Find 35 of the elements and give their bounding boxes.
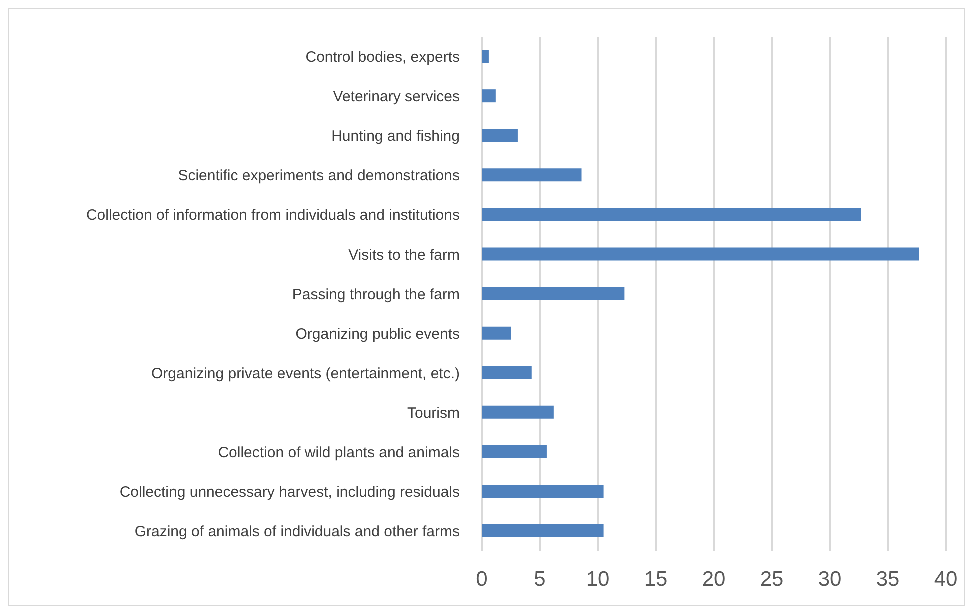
y-tick-label: Control bodies, experts	[306, 49, 460, 66]
bar	[482, 129, 518, 142]
x-tick-label: 15	[644, 568, 668, 591]
x-tick-label: 20	[702, 568, 726, 591]
y-tick-label: Visits to the farm	[348, 246, 460, 264]
y-tick-label: Collection of information from individuals and institutions	[86, 207, 460, 224]
x-tick-label: 10	[586, 568, 610, 591]
bar	[482, 168, 582, 182]
bar	[482, 208, 862, 222]
y-tick-label: Hunting and fishing	[332, 128, 460, 146]
bar	[482, 366, 532, 380]
y-tick-label: Organizing public events	[296, 326, 460, 343]
y-tick-label: Grazing of animals of individuals and other farms	[134, 524, 460, 541]
x-tick-label: 40	[934, 568, 958, 591]
y-tick-label: Scientific experiments and demonstrations	[178, 168, 460, 185]
bar	[482, 524, 604, 538]
x-tick-label: 35	[876, 568, 900, 591]
bar	[482, 326, 511, 340]
bar	[482, 248, 920, 261]
y-tick-label: Passing through the farm	[292, 286, 460, 304]
y-tick-label: Organizing private events (entertainment, etc.)	[152, 365, 460, 382]
x-tick-label: 25	[760, 568, 784, 591]
bar	[482, 406, 554, 419]
bar	[482, 445, 547, 458]
x-tick-label: 5	[534, 568, 546, 591]
bar	[482, 287, 625, 300]
y-tick-label: Collecting unnecessary harvest, including residuals	[120, 484, 460, 502]
y-tick-label: Collection of wild plants and animals	[218, 444, 460, 462]
x-tick-label: 0	[476, 568, 488, 591]
y-tick-label: Veterinary services	[333, 88, 460, 106]
y-tick-label: Tourism	[407, 404, 460, 422]
bar	[482, 50, 489, 64]
bar	[482, 484, 604, 498]
bar	[482, 90, 496, 103]
x-tick-label: 30	[818, 568, 842, 591]
